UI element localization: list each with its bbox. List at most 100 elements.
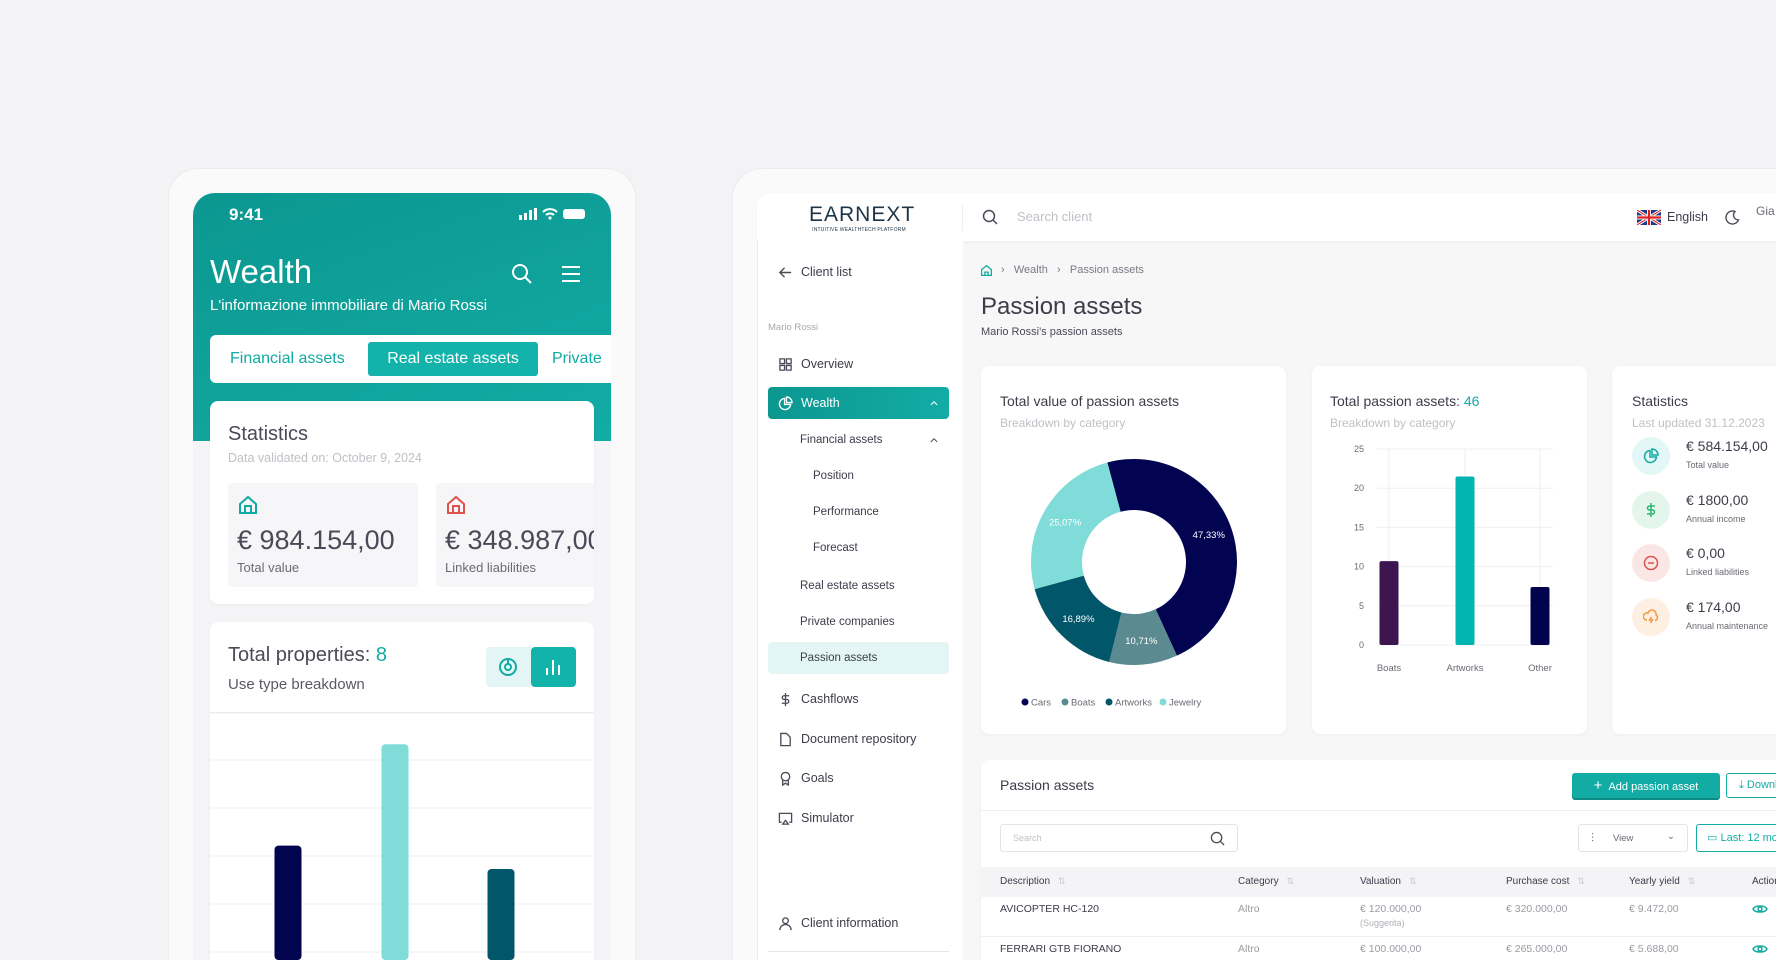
sidebar-item-client-information[interactable]: Client information bbox=[768, 907, 949, 939]
cloud-lightning-icon bbox=[1642, 608, 1659, 623]
donut-view-button[interactable] bbox=[486, 647, 531, 687]
sidebar-item-financial-assets[interactable]: Financial assets bbox=[768, 424, 949, 456]
sidebar-item-label: Position bbox=[813, 470, 854, 482]
pie-icon bbox=[778, 395, 793, 410]
sidebar-item-label: Document repository bbox=[801, 732, 917, 746]
plus-icon: + bbox=[1593, 777, 1603, 794]
home-icon[interactable] bbox=[980, 264, 993, 277]
download-button[interactable]: ⤓ Download bbox=[1726, 773, 1776, 798]
passion-bar-chart: 0 5 10 15 20 25 Boats Artworks Other bbox=[1354, 444, 1553, 674]
y-tick-label: 20 bbox=[1354, 483, 1364, 493]
y-tick-label: 25 bbox=[1354, 444, 1364, 454]
card-title-text: Total passion assets: bbox=[1330, 393, 1464, 409]
search-icon[interactable] bbox=[511, 263, 533, 285]
sidebar-item-label: Cashflows bbox=[801, 692, 859, 706]
table-header bbox=[981, 867, 1776, 897]
sidebar-item-document-repository[interactable]: Document repository bbox=[768, 723, 949, 755]
table-search-input[interactable]: Search bbox=[1000, 824, 1238, 852]
mobile-statistics-card: Statistics Data validated on: October 9,… bbox=[210, 401, 594, 604]
view-eye-icon[interactable] bbox=[1752, 902, 1768, 916]
column-header-category[interactable]: Category ⇅ bbox=[1238, 876, 1294, 887]
client-name: Mario Rossi bbox=[768, 322, 819, 333]
stat-label: Total value bbox=[237, 560, 300, 575]
sort-icon: ⇅ bbox=[1577, 876, 1585, 886]
bar-card: Total passion assets: 46 Breakdown by ca… bbox=[1312, 366, 1587, 734]
tab-real-estate-assets[interactable]: Real estate assets bbox=[368, 342, 538, 376]
donut-slice-cars bbox=[1107, 459, 1237, 656]
sidebar-item-label: Performance bbox=[813, 506, 879, 518]
tab-private[interactable]: Private bbox=[552, 350, 602, 367]
column-header-description[interactable]: Description ⇅ bbox=[1000, 876, 1066, 887]
column-label: Description bbox=[1000, 876, 1051, 887]
cell-purchase-cost: € 265.000,00 bbox=[1506, 943, 1568, 955]
divider bbox=[962, 205, 963, 231]
y-tick-label: 0 bbox=[1359, 640, 1364, 650]
column-header-purchase-cost[interactable]: Purchase cost ⇅ bbox=[1506, 876, 1585, 887]
stat-total-value: € 984.154,00 Total value bbox=[228, 483, 418, 587]
stat-linked-liabilities: € 348.987,00 Linked liabilities bbox=[436, 483, 594, 587]
menu-icon[interactable] bbox=[561, 265, 581, 283]
language-selector[interactable]: English bbox=[1667, 210, 1708, 224]
column-header-valuation[interactable]: Valuation ⇅ bbox=[1360, 876, 1417, 887]
cell-yearly-yield: € 9.472,00 bbox=[1629, 903, 1679, 915]
logo-text: EARNEXT bbox=[809, 203, 916, 226]
sidebar-item-label: Overview bbox=[801, 357, 854, 371]
grid-icon bbox=[779, 357, 792, 371]
divider bbox=[981, 810, 1776, 811]
donut-data-label: 10,71% bbox=[1125, 636, 1158, 647]
card-subtitle: Breakdown by category bbox=[1330, 416, 1456, 430]
properties-count: 8 bbox=[375, 644, 387, 666]
property-bar bbox=[487, 869, 515, 960]
property-bar bbox=[274, 845, 302, 960]
logo: EARNEXT INTUITIVE WEALTHTECH PLATFORM bbox=[809, 203, 916, 233]
bar-view-button[interactable] bbox=[531, 647, 576, 687]
download-label: Download bbox=[1746, 779, 1776, 791]
sidebar-item-private-companies[interactable]: Private companies bbox=[768, 606, 949, 638]
moon-icon[interactable] bbox=[1725, 210, 1740, 225]
sidebar-item-forecast[interactable]: Forecast bbox=[768, 532, 949, 564]
chevron-up-icon bbox=[930, 401, 938, 406]
donut-slice-boats bbox=[1109, 609, 1177, 665]
view-eye-icon[interactable] bbox=[1752, 942, 1768, 956]
cell-purchase-cost: € 320.000,00 bbox=[1506, 903, 1568, 915]
column-header-yearly-yield[interactable]: Yearly yield ⇅ bbox=[1629, 876, 1695, 887]
sidebar-item-position[interactable]: Position bbox=[768, 460, 949, 492]
period-select[interactable]: ▭ Last: 12 months bbox=[1696, 824, 1776, 852]
search-icon[interactable] bbox=[982, 209, 998, 225]
x-tick-label: Boats bbox=[1377, 663, 1402, 674]
column-header-actions[interactable]: Actions bbox=[1752, 876, 1776, 887]
sidebar-item-overview[interactable]: Overview bbox=[768, 348, 949, 380]
stat-label: Linked liabilities bbox=[1686, 567, 1750, 577]
period-label: Last: 12 months bbox=[1720, 832, 1776, 844]
stat-icon-circle bbox=[1632, 437, 1670, 475]
page-title: Passion assets bbox=[981, 293, 1143, 320]
card-title: Statistics bbox=[1632, 393, 1689, 409]
sidebar-item-passion-assets[interactable]: Passion assets bbox=[768, 642, 949, 674]
mobile-subtitle: L'informazione immobiliare di Mario Ross… bbox=[210, 297, 488, 314]
cell-description: FERRARI GTB FIORANO bbox=[1000, 943, 1122, 955]
stat-label: Annual maintenance bbox=[1686, 620, 1769, 631]
column-label: Valuation bbox=[1360, 876, 1401, 887]
user-name[interactable]: Gia bbox=[1756, 204, 1775, 218]
sidebar-item-cashflows[interactable]: Cashflows bbox=[768, 683, 949, 715]
sidebar-item-real-estate-assets[interactable]: Real estate assets bbox=[768, 570, 949, 602]
search-client-input[interactable]: Search client bbox=[1017, 209, 1093, 224]
breadcrumb-wealth[interactable]: Wealth bbox=[1013, 264, 1048, 276]
page-subtitle: Mario Rossi's passion assets bbox=[981, 326, 1123, 338]
pie-icon bbox=[1643, 448, 1659, 464]
view-select[interactable]: ⫶ View ⌄ bbox=[1578, 824, 1688, 852]
sidebar-item-simulator[interactable]: Simulator bbox=[768, 802, 949, 834]
tab-financial-assets[interactable]: Financial assets bbox=[230, 350, 345, 367]
cell-category: Altro bbox=[1238, 943, 1260, 955]
stat-value: € 584.154,00 bbox=[1686, 438, 1768, 454]
sidebar-item-wealth[interactable]: Wealth bbox=[768, 387, 949, 419]
add-passion-asset-button[interactable]: + Add passion asset bbox=[1572, 773, 1720, 798]
card-subtitle: Breakdown by category bbox=[1000, 416, 1126, 430]
breadcrumb-passion-assets: Passion assets bbox=[1069, 264, 1144, 276]
view-label: View bbox=[1613, 833, 1634, 844]
sidebar-item-performance[interactable]: Performance bbox=[768, 496, 949, 528]
calendar-icon: ▭ bbox=[1707, 832, 1721, 844]
sidebar-item-goals[interactable]: Goals bbox=[768, 762, 949, 794]
x-tick-label: Other bbox=[1528, 663, 1552, 674]
client-list-link[interactable]: Client list bbox=[768, 256, 949, 288]
